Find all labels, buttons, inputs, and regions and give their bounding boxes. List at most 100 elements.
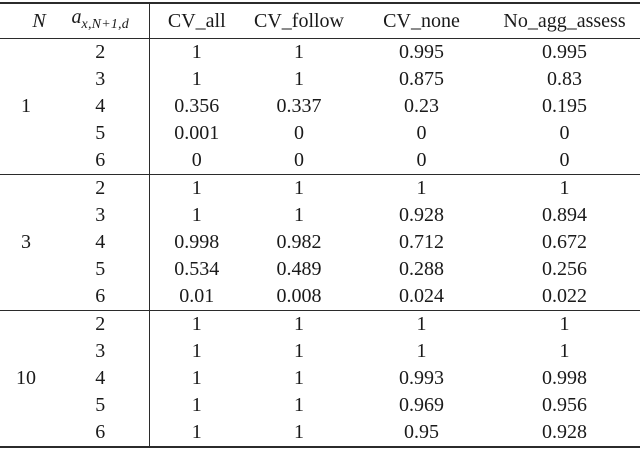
cell-cv-none: 0.875 [399, 68, 444, 90]
col-header-n: N [0, 3, 52, 39]
cell-a: 5 [52, 392, 150, 419]
cell-a: 2 [52, 174, 150, 202]
cell-a: 6 [52, 419, 150, 447]
cell-cv-none: 0.969 [399, 394, 444, 416]
cell-cv-all: 1 [191, 421, 202, 443]
cell-cv-follow: 1 [294, 421, 304, 443]
cell-cv-follow: 1 [294, 41, 304, 63]
cell-a: 4 [52, 229, 150, 256]
cell-a: 6 [52, 283, 150, 311]
table-row: 5 1 1 0.969 0.956 [0, 392, 640, 419]
cell-no-agg-assess: 0.672 [542, 231, 587, 253]
cell-cv-follow: 1 [294, 68, 304, 90]
table-row: 5 0.001 0 0 0 [0, 120, 640, 147]
cell-cv-none: 0.995 [399, 41, 444, 63]
cell-cv-none: 0 [416, 122, 427, 144]
cell-cv-all: 1 [191, 394, 202, 416]
table-row: 4 1 1 0.993 0.998 [0, 365, 640, 392]
table-row: 6 1 1 0.95 0.928 [0, 419, 640, 447]
col-header-a: ax,N+1,d [52, 3, 150, 39]
cell-cv-all: 0.01 [179, 285, 215, 307]
table-row: 3 1 1 0.928 0.894 [0, 202, 640, 229]
cell-no-agg-assess: 0.928 [542, 421, 587, 443]
cell-cv-none: 0.993 [399, 367, 444, 389]
cell-cv-none: 1 [416, 313, 427, 335]
cell-cv-all: 1 [191, 340, 202, 362]
cell-cv-none: 0.288 [399, 258, 444, 280]
header-n-label: N [32, 9, 46, 32]
cell-cv-follow: 0.489 [276, 258, 322, 280]
cell-cv-all: 1 [191, 41, 202, 63]
cell-cv-follow: 0.008 [276, 285, 322, 307]
cell-no-agg-assess: 0 [559, 149, 570, 171]
group-n-3: 3 2 1 1 1 1 3 1 1 0.928 0.894 4 0.998 0.… [0, 174, 640, 311]
cell-no-agg-assess: 1 [559, 340, 570, 362]
cell-cv-all: 0 [191, 149, 202, 171]
cell-a: 3 [52, 202, 150, 229]
table-row: 6 0.01 0.008 0.024 0.022 [0, 283, 640, 311]
table-row: 4 0.998 0.982 0.712 0.672 [0, 229, 640, 256]
cell-cv-all: 1 [191, 367, 202, 389]
cell-cv-none: 1 [416, 340, 427, 362]
cell-cv-all: 1 [191, 204, 202, 226]
cell-no-agg-assess: 0.956 [542, 394, 587, 416]
cell-a: 6 [52, 147, 150, 175]
cell-cv-none: 0.024 [399, 285, 444, 307]
cell-no-agg-assess: 0.995 [542, 41, 587, 63]
cell-cv-none: 0.95 [404, 421, 439, 443]
cell-cv-none: 0.23 [404, 95, 439, 117]
cell-cv-follow: 1 [294, 340, 304, 362]
cell-cv-none: 0.928 [399, 204, 444, 226]
cell-no-agg-assess: 0 [559, 122, 570, 144]
cell-no-agg-assess: 0.195 [542, 95, 587, 117]
group-label-n: 3 [21, 231, 31, 253]
header-row: N ax,N+1,d CV_all CV_follow CV_none No_a… [0, 3, 640, 39]
col-header-no-agg-assess: No_agg_assess [503, 9, 626, 32]
cell-no-agg-assess: 0.022 [542, 285, 587, 307]
table-row: 5 0.534 0.489 0.288 0.256 [0, 256, 640, 283]
cell-cv-follow: 0 [294, 149, 304, 171]
table-row: 3 2 1 1 1 1 [0, 174, 640, 253]
cell-cv-all: 0.356 [174, 95, 220, 117]
cell-cv-follow: 0.982 [276, 231, 322, 253]
group-label-n: 1 [21, 95, 31, 117]
cell-no-agg-assess: 1 [559, 177, 570, 199]
cell-cv-follow: 1 [294, 177, 304, 199]
header-a-subscript: x,N+1,d [81, 17, 129, 32]
cell-a: 3 [52, 338, 150, 365]
cell-a: 3 [52, 66, 150, 93]
table-row: 3 1 1 1 1 [0, 338, 640, 365]
cell-a: 4 [52, 365, 150, 392]
cell-cv-all: 1 [191, 313, 202, 335]
cell-a: 2 [52, 310, 150, 338]
cell-cv-none: 0 [416, 149, 427, 171]
cell-no-agg-assess: 0.256 [542, 258, 587, 280]
cell-no-agg-assess: 1 [559, 313, 570, 335]
cell-cv-follow: 1 [294, 367, 304, 389]
cell-cv-all: 1 [191, 68, 202, 90]
cell-cv-all: 0.534 [174, 258, 220, 280]
table-row: 4 0.356 0.337 0.23 0.195 [0, 93, 640, 120]
cell-no-agg-assess: 0.83 [547, 68, 582, 90]
cell-cv-all: 1 [191, 177, 202, 199]
cell-a: 5 [52, 256, 150, 283]
cell-a: 2 [52, 38, 150, 66]
cell-cv-follow: 0 [294, 122, 304, 144]
cell-a: 5 [52, 120, 150, 147]
table-row: 1 2 1 1 0.995 0.995 [0, 38, 640, 117]
header-a-base: a [71, 6, 82, 28]
group-n-1: 1 2 1 1 0.995 0.995 3 1 1 0.875 0.83 4 0… [0, 38, 640, 175]
cell-cv-follow: 1 [294, 204, 304, 226]
cell-cv-none: 1 [416, 177, 427, 199]
col-header-cv-all: CV_all [167, 9, 226, 32]
cell-cv-follow: 0.337 [276, 95, 322, 117]
cell-no-agg-assess: 0.998 [542, 367, 587, 389]
cell-cv-follow: 1 [294, 394, 304, 416]
group-label-n: 10 [16, 367, 36, 389]
cell-a: 4 [52, 93, 150, 120]
cell-no-agg-assess: 0.894 [542, 204, 587, 226]
cell-cv-all: 0.001 [174, 122, 220, 144]
cell-cv-follow: 1 [294, 313, 304, 335]
group-n-10: 10 2 1 1 1 1 3 1 1 1 1 4 1 1 0.993 0.998… [0, 310, 640, 447]
